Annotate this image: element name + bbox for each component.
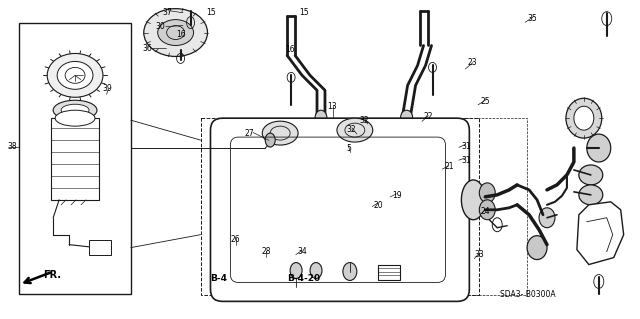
FancyBboxPatch shape [211,118,469,301]
Ellipse shape [61,104,89,116]
Text: 31: 31 [461,142,471,151]
Ellipse shape [290,263,302,278]
Ellipse shape [47,54,103,97]
Text: 20: 20 [374,201,383,211]
Text: 33: 33 [474,250,484,259]
Text: 39: 39 [102,84,112,93]
Ellipse shape [479,183,495,203]
Text: 34: 34 [298,247,307,256]
Ellipse shape [157,19,193,46]
Ellipse shape [461,180,485,220]
Bar [51,118,99,200]
Ellipse shape [566,98,602,138]
Ellipse shape [587,134,611,162]
Ellipse shape [144,9,207,56]
Ellipse shape [57,62,93,89]
Text: 16: 16 [285,45,294,54]
Bar [378,264,399,280]
Bar [89,240,111,255]
Text: B-4: B-4 [211,274,227,284]
Text: 28: 28 [261,247,271,256]
Text: 26: 26 [231,235,241,244]
Text: 35: 35 [528,14,538,23]
Text: 15: 15 [207,8,216,17]
Ellipse shape [53,100,97,120]
Text: 21: 21 [445,162,454,171]
Text: B-4-20: B-4-20 [287,274,320,284]
Text: 37: 37 [162,8,172,17]
Text: 31: 31 [461,156,471,165]
Text: 19: 19 [393,191,403,200]
Text: 23: 23 [468,58,477,68]
Text: 5: 5 [346,144,351,152]
Text: 24: 24 [481,206,490,216]
Bar [200,118,479,295]
Ellipse shape [337,118,372,142]
Ellipse shape [265,133,275,147]
Bar [19,23,131,294]
Text: 27: 27 [245,129,255,138]
Polygon shape [577,202,623,264]
Text: 15: 15 [300,8,309,17]
Text: 32: 32 [347,125,356,134]
Text: 13: 13 [328,102,337,111]
Ellipse shape [343,263,357,280]
Ellipse shape [310,263,322,278]
Text: SDA3- B0300A: SDA3- B0300A [500,290,556,299]
Ellipse shape [262,121,298,145]
Ellipse shape [55,110,95,126]
Bar [460,118,527,295]
Ellipse shape [579,185,603,205]
Text: 16: 16 [177,30,186,39]
Text: 22: 22 [423,113,433,122]
Ellipse shape [527,236,547,260]
Text: FR.: FR. [44,270,61,279]
Text: 38: 38 [8,142,17,151]
Text: 30: 30 [156,22,165,31]
Ellipse shape [401,110,413,124]
Text: 25: 25 [481,97,490,106]
Ellipse shape [574,106,594,130]
Text: 32: 32 [360,116,369,125]
Ellipse shape [579,165,603,185]
Ellipse shape [479,200,495,220]
Text: 36: 36 [143,44,152,53]
Ellipse shape [315,110,327,126]
Ellipse shape [539,208,555,228]
